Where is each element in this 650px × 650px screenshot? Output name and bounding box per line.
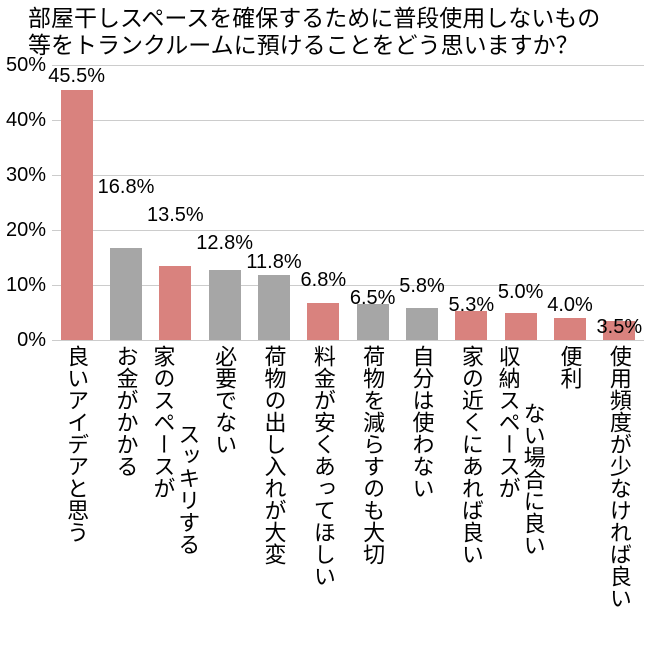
x-axis-label-line: スッキリする	[175, 423, 201, 555]
x-axis-label-line: 良いアイデアと思う	[64, 345, 90, 543]
gridline-30	[52, 175, 644, 176]
bar-11	[554, 318, 586, 340]
x-axis-label-line: 家のスペースが	[150, 345, 176, 499]
bar-value-label: 12.8%	[196, 231, 254, 254]
bar-1	[60, 89, 93, 340]
bar-value-label: 6.5%	[349, 287, 396, 310]
y-tick-label: 10%	[5, 274, 46, 296]
bar-4	[208, 269, 241, 340]
x-axis-label-line: 料金が安くあってほしい	[310, 345, 336, 587]
bar-2	[110, 247, 142, 340]
y-tick-label: 20%	[5, 219, 46, 241]
chart-title: 部屋干しスペースを確保するために普段使用しないもの 等をトランクルームに預けるこ…	[28, 5, 600, 59]
x-axis-label-line: 使用頻度が少なければ良い	[606, 345, 632, 609]
x-axis-label: 家のスペースが スッキリする	[150, 345, 200, 555]
bar-value-label: 5.3%	[448, 293, 495, 316]
gridline-0	[52, 340, 644, 341]
x-axis-label-line: 荷物を減らすのも大切	[360, 345, 386, 565]
bar-value-label: 5.0%	[497, 280, 544, 303]
x-axis-label: 良いアイデアと思う	[64, 345, 89, 543]
x-axis-label: 家の近くにあれば良い	[459, 345, 484, 565]
x-axis-label: 料金が安くあってほしい	[311, 345, 336, 587]
gridline-20	[52, 230, 644, 231]
bar-12	[603, 320, 636, 340]
x-axis-label: お金がかかる	[114, 345, 139, 477]
bar-6	[307, 302, 340, 340]
bar-value-label: 16.8%	[97, 175, 155, 198]
gridline-50	[52, 65, 644, 66]
x-axis-label: 使用頻度が少なければ良い	[607, 345, 632, 609]
chart-title-line-1: 部屋干しスペースを確保するために普段使用しないもの	[28, 5, 601, 31]
bar-7	[356, 304, 389, 340]
bar-9	[455, 310, 488, 340]
y-tick-label: 50%	[5, 54, 46, 76]
bar-value-label: 4.0%	[547, 294, 593, 316]
bar-10	[504, 312, 537, 340]
y-tick-label: 0%	[17, 329, 46, 351]
gridline-40	[52, 120, 644, 121]
bar-value-label: 6.8%	[300, 268, 347, 291]
bar-3	[159, 265, 192, 340]
x-axis-label: 荷物の出し入れが大変	[262, 345, 287, 565]
x-axis-label-line: 家の近くにあれば良い	[458, 345, 484, 565]
x-axis-label-line: 便利	[557, 345, 583, 389]
bar-value-label: 13.5%	[146, 203, 204, 226]
y-tick-label: 30%	[5, 164, 46, 186]
bar-value-label: 5.8%	[399, 275, 445, 298]
bar-5	[258, 275, 290, 340]
chart-title-line-2: 等をトランクルームに預けることをどう思いますか？	[28, 32, 579, 58]
x-axis-label: 便利	[558, 345, 583, 389]
bar-value-label: 11.8%	[246, 251, 302, 274]
x-axis-label-line: お金がかかる	[113, 345, 139, 477]
x-axis-label-line: 必要でない	[212, 345, 238, 455]
x-axis-label: 荷物を減らすのも大切	[360, 345, 385, 565]
x-axis-label-line: 収納スペースが	[495, 345, 521, 499]
x-axis-label-line: 荷物の出し入れが大変	[261, 345, 287, 565]
bar-value-label: 3.5%	[596, 315, 643, 338]
bar-8	[406, 308, 438, 340]
bar-value-label: 45.5%	[48, 64, 106, 87]
x-axis-label: 必要でない	[212, 345, 237, 455]
x-axis-label: 収納スペースが ない場合に良い	[496, 345, 546, 556]
y-tick-label: 40%	[5, 109, 46, 131]
x-axis-label: 自分は使わない	[410, 345, 435, 499]
gridline-10	[52, 285, 644, 286]
x-axis-label-line: 自分は使わない	[409, 345, 435, 499]
x-axis-label-line: ない場合に良い	[520, 402, 546, 556]
